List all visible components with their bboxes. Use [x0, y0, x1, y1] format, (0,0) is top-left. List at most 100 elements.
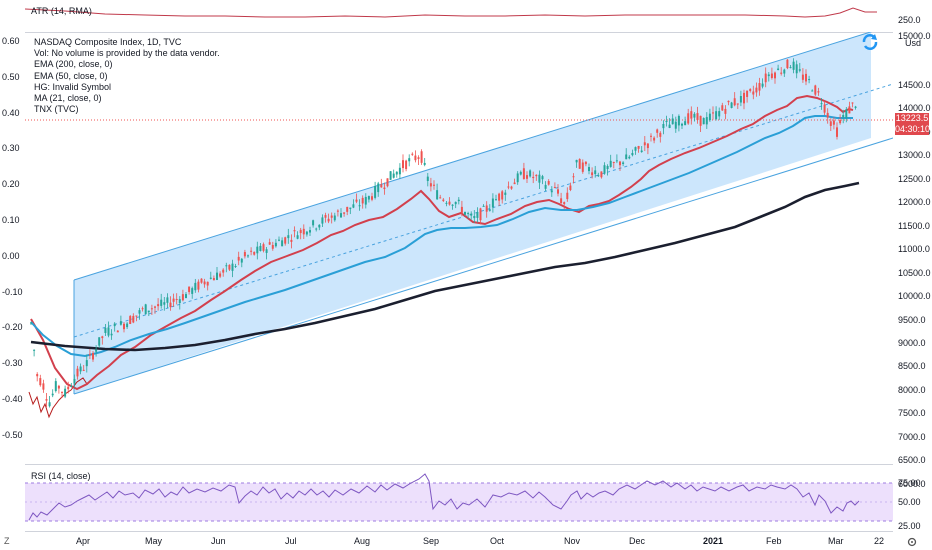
candle-body: [730, 102, 733, 108]
candle-body: [79, 366, 82, 372]
rsi-legend[interactable]: RSI (14, close): [31, 471, 91, 481]
candle-body: [163, 302, 166, 305]
candle-body: [48, 402, 51, 407]
candle-body: [203, 281, 206, 285]
last-price-tag: 13223.5 04:30:10: [895, 113, 931, 135]
pane-divider[interactable]: [25, 32, 893, 33]
candle-body: [532, 176, 535, 179]
rsi-chart[interactable]: [25, 465, 893, 531]
candle-body: [677, 115, 680, 126]
candle-body: [563, 202, 566, 205]
candle-body: [274, 242, 277, 247]
candle-body: [157, 304, 160, 307]
candlesticks[interactable]: [30, 58, 857, 408]
candle-body: [743, 92, 745, 104]
candle-body: [355, 199, 358, 202]
price-chart[interactable]: [25, 32, 893, 464]
legend-ma21[interactable]: MA (21, close, 0): [34, 93, 102, 104]
candle-body: [278, 239, 280, 241]
candle-body: [516, 173, 519, 183]
regression-midline[interactable]: [73, 83, 893, 338]
candle-body: [684, 121, 687, 126]
regression-channel-upper[interactable]: [73, 32, 893, 281]
atr-scale-label: 250.0: [898, 15, 921, 25]
candle-body: [792, 61, 795, 70]
bar-countdown: 04:30:10: [895, 124, 931, 134]
right-scale-tick: 12000.0: [898, 197, 931, 208]
candle-body: [529, 170, 532, 177]
candle-body: [51, 393, 54, 396]
sync-icon[interactable]: [860, 32, 880, 52]
time-axis-tick: Sep: [423, 536, 440, 546]
candle-body: [234, 265, 237, 267]
candle-body: [665, 121, 668, 123]
candle-body: [535, 174, 538, 177]
right-scale-tick: 7000.0: [898, 431, 926, 442]
candle-body: [305, 231, 308, 235]
ema50-line[interactable]: [30, 115, 853, 358]
candle-body: [76, 368, 79, 377]
candle-body: [702, 118, 705, 125]
z-icon[interactable]: Z: [4, 536, 10, 546]
candle-body: [129, 316, 132, 325]
candle-body: [209, 277, 212, 279]
time-axis-tick: Oct: [490, 536, 505, 546]
candle-body: [615, 160, 618, 162]
candle-body: [315, 228, 318, 230]
candle-body: [237, 256, 240, 261]
ema200-line[interactable]: [30, 181, 860, 352]
legend-volume[interactable]: Vol: No volume is provided by the data v…: [34, 48, 220, 59]
atr-line: [25, 7, 877, 18]
candle-body: [668, 124, 671, 129]
time-axis-tick: Apr: [76, 536, 91, 546]
candle-body: [181, 294, 184, 301]
legend-hg[interactable]: HG: Invalid Symbol: [34, 81, 112, 92]
candle-body: [433, 184, 435, 186]
candle-body: [343, 212, 346, 214]
candle-body: [566, 192, 569, 200]
right-scale-tick: 10500.0: [898, 267, 931, 278]
pane-divider[interactable]: [25, 464, 893, 465]
settings-icon[interactable]: [906, 536, 918, 548]
candle-body: [33, 349, 36, 351]
candle-body: [371, 196, 373, 200]
candle-body: [746, 90, 749, 97]
candle-body: [622, 162, 625, 164]
regression-channel-lower[interactable]: [73, 137, 893, 395]
price-pane[interactable]: NASDAQ Composite Index, 1D, TVC Vol: No …: [25, 32, 893, 464]
candle-body: [625, 154, 628, 160]
candle-body: [321, 217, 324, 224]
legend-tnx[interactable]: TNX (TVC): [34, 104, 79, 115]
candle-body: [569, 185, 572, 190]
candle-body: [327, 218, 330, 222]
rsi-line[interactable]: [28, 473, 860, 521]
candle-body: [222, 269, 225, 273]
legend-ema200[interactable]: EMA (200, close, 0): [34, 59, 113, 70]
candle-body: [185, 294, 187, 299]
candle-body: [367, 196, 370, 200]
candle-body: [485, 205, 488, 212]
left-scale-tick: -0.10: [2, 286, 23, 297]
candle-body: [411, 153, 414, 155]
legend-symbol[interactable]: NASDAQ Composite Index, 1D, TVC: [34, 37, 182, 47]
candle-body: [402, 160, 404, 169]
candle-body: [541, 176, 544, 180]
right-scale-tick: 9500.0: [898, 314, 926, 325]
candle-body: [817, 91, 820, 93]
right-scale-tick: 13000.0: [898, 150, 931, 161]
candle-body: [696, 113, 699, 120]
candle-body: [845, 109, 848, 119]
candle-body: [798, 69, 801, 71]
candle-body: [290, 239, 293, 242]
rsi-pane[interactable]: RSI (14, close): [25, 465, 893, 531]
candle-body: [851, 102, 854, 104]
legend-ema50[interactable]: EMA (50, close, 0): [34, 70, 108, 81]
candle-body: [498, 193, 501, 201]
candle-body: [154, 306, 156, 308]
currency-label[interactable]: Usd: [905, 38, 922, 48]
ma21-line[interactable]: [30, 94, 854, 391]
candle-body: [302, 228, 305, 235]
candle-body: [268, 242, 271, 245]
candle-body: [30, 322, 32, 324]
candle-body: [54, 381, 57, 392]
